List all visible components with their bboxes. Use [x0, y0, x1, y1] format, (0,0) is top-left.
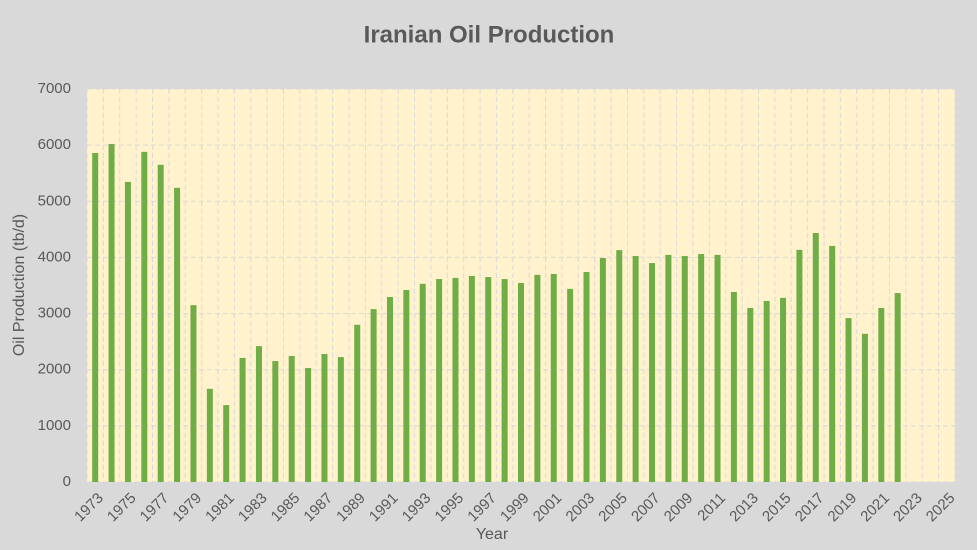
bar [550, 273, 557, 482]
bar [632, 256, 639, 482]
bar [698, 254, 705, 482]
y-tick-label: 5000 [38, 192, 71, 209]
bar [534, 274, 541, 482]
bar [288, 355, 295, 482]
chart-title: Iranian Oil Production [364, 21, 615, 48]
bar [616, 250, 623, 482]
y-tick-label: 1000 [38, 417, 71, 434]
bar [321, 353, 328, 482]
y-tick-label: 2000 [38, 361, 71, 378]
bar [878, 307, 885, 482]
bar [452, 277, 459, 482]
bar [796, 249, 803, 482]
bar [272, 361, 279, 482]
y-tick-label: 6000 [38, 136, 71, 153]
bar [829, 245, 836, 482]
bar [92, 153, 99, 482]
bar [305, 368, 312, 482]
bar [665, 254, 672, 482]
bar [403, 289, 410, 482]
bar [354, 324, 361, 482]
bar [681, 256, 688, 482]
bar [780, 297, 787, 482]
bar [747, 307, 754, 482]
bar [845, 318, 852, 482]
bar [436, 279, 443, 482]
bar [894, 293, 901, 482]
bar [206, 388, 213, 482]
bar [599, 257, 606, 482]
bar [124, 181, 131, 482]
bar [190, 305, 197, 482]
bar [239, 357, 246, 482]
bar [714, 254, 721, 482]
bar [861, 333, 868, 482]
bar [370, 309, 377, 482]
x-axis-title: Year [476, 526, 509, 543]
bar [174, 187, 181, 482]
bar [763, 300, 770, 482]
y-tick-label: 3000 [38, 305, 71, 322]
bar [108, 144, 115, 482]
y-tick-label: 7000 [38, 80, 71, 97]
bar [255, 346, 262, 482]
bar [141, 151, 148, 482]
bar [812, 233, 819, 482]
bar [386, 297, 393, 482]
bar [485, 277, 492, 482]
bar [518, 282, 524, 482]
y-tick-label: 4000 [38, 248, 71, 265]
bar [468, 275, 475, 482]
bar [649, 263, 656, 482]
bar [337, 357, 344, 482]
y-tick-label: 0 [63, 473, 71, 490]
bar [583, 272, 590, 482]
bar [157, 164, 164, 483]
bar [419, 283, 426, 482]
bar [567, 288, 574, 482]
bar [730, 291, 737, 482]
y-axis-title: Oil Production (tb/d) [11, 214, 28, 356]
bar [501, 279, 508, 482]
bar [223, 405, 230, 482]
